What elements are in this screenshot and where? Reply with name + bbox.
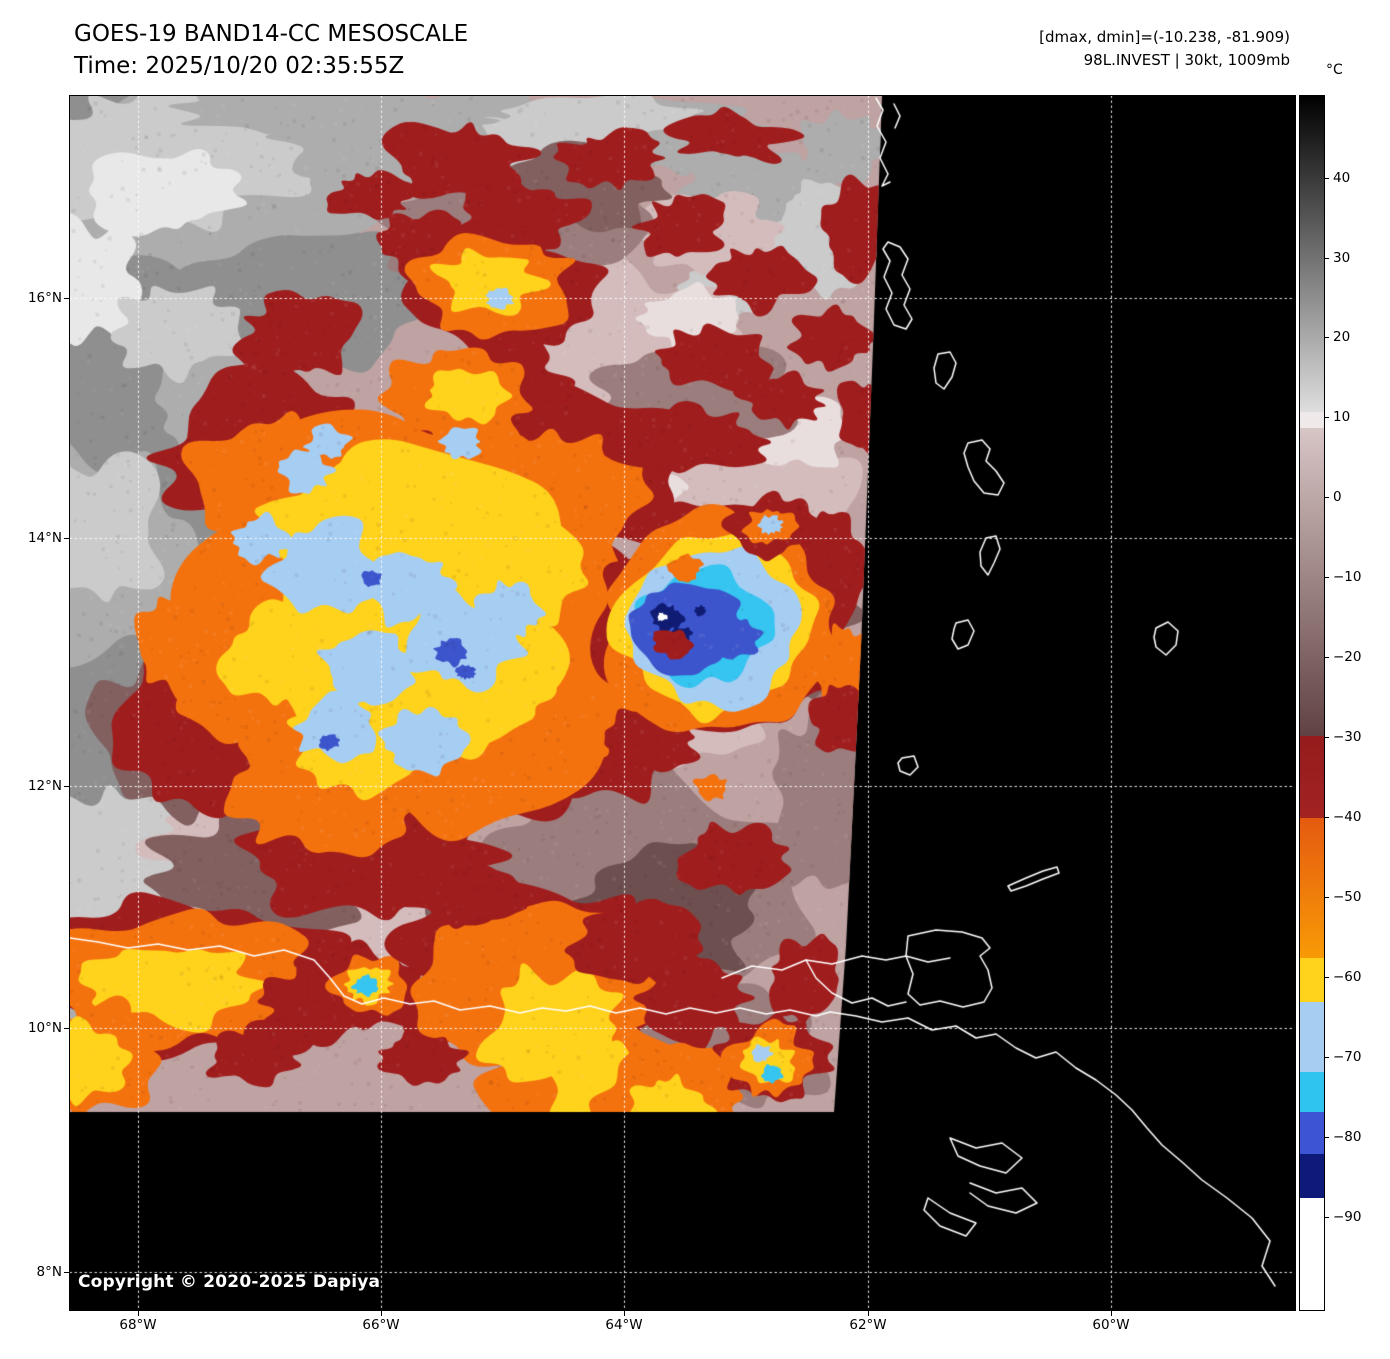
colorbar-tick-mark bbox=[1325, 897, 1329, 898]
colorbar-tick-label: 40 bbox=[1333, 170, 1351, 186]
colorbar-tick-mark bbox=[1325, 417, 1329, 418]
annotation-block: [dmax, dmin]=(-10.238, -81.909) 98L.INVE… bbox=[1039, 26, 1290, 72]
colorbar-tick-mark bbox=[1325, 258, 1329, 259]
lon-tick-mark bbox=[138, 1311, 139, 1316]
lat-axis-label: 14°N bbox=[27, 530, 62, 546]
lon-axis-label: 64°W bbox=[605, 1317, 643, 1333]
colorbar-tick-mark bbox=[1325, 1057, 1329, 1058]
colorbar-tick-label: 10 bbox=[1333, 409, 1351, 425]
colorbar-tick-label: −20 bbox=[1333, 649, 1362, 665]
colorbar-tick-mark bbox=[1325, 1217, 1329, 1218]
lat-axis-label: 16°N bbox=[27, 290, 62, 306]
lon-tick-mark bbox=[381, 1311, 382, 1316]
colorbar-tick-label: −70 bbox=[1333, 1049, 1362, 1065]
satellite-image-canvas bbox=[70, 96, 1295, 1310]
lon-axis-label: 60°W bbox=[1092, 1317, 1130, 1333]
colorbar-tick-label: −50 bbox=[1333, 889, 1362, 905]
lon-axis-label: 66°W bbox=[362, 1317, 400, 1333]
lat-axis-label: 12°N bbox=[27, 778, 62, 794]
colorbar-tick-label: −30 bbox=[1333, 729, 1362, 745]
colorbar-tick-mark bbox=[1325, 1137, 1329, 1138]
colorbar-tick-label: −90 bbox=[1333, 1209, 1362, 1225]
lat-tick-mark bbox=[64, 786, 69, 787]
lat-tick-mark bbox=[64, 1272, 69, 1273]
colorbar-tick-label: 20 bbox=[1333, 329, 1351, 345]
colorbar-tick-mark bbox=[1325, 737, 1329, 738]
colorbar-tick-label: 30 bbox=[1333, 250, 1351, 266]
map-frame: Copyright © 2020-2025 Dapiya bbox=[69, 95, 1296, 1311]
dmax-dmin-annotation: [dmax, dmin]=(-10.238, -81.909) bbox=[1039, 28, 1290, 46]
colorbar-tick-label: 0 bbox=[1333, 489, 1342, 505]
lat-tick-mark bbox=[64, 538, 69, 539]
colorbar-tick-label: −40 bbox=[1333, 809, 1362, 825]
colorbar-tick-mark bbox=[1325, 497, 1329, 498]
lat-axis-label: 10°N bbox=[27, 1020, 62, 1036]
colorbar-unit-label: °C bbox=[1326, 62, 1343, 78]
lat-tick-mark bbox=[64, 1028, 69, 1029]
lon-tick-mark bbox=[868, 1311, 869, 1316]
colorbar bbox=[1299, 95, 1325, 1311]
colorbar-tick-label: −80 bbox=[1333, 1129, 1362, 1145]
lon-tick-mark bbox=[624, 1311, 625, 1316]
colorbar-tick-label: −10 bbox=[1333, 569, 1362, 585]
lon-tick-mark bbox=[1111, 1311, 1112, 1316]
colorbar-tick-mark bbox=[1325, 337, 1329, 338]
lon-axis-label: 68°W bbox=[119, 1317, 157, 1333]
colorbar-tick-mark bbox=[1325, 178, 1329, 179]
product-title: GOES-19 BAND14-CC MESOSCALE bbox=[74, 21, 469, 47]
colorbar-tick-mark bbox=[1325, 577, 1329, 578]
colorbar-tick-mark bbox=[1325, 817, 1329, 818]
colorbar-tick-mark bbox=[1325, 657, 1329, 658]
timestamp: Time: 2025/10/20 02:35:55Z bbox=[74, 53, 405, 79]
lat-axis-label: 8°N bbox=[36, 1264, 62, 1280]
lat-tick-mark bbox=[64, 298, 69, 299]
title-block: GOES-19 BAND14-CC MESOSCALE Time: 2025/1… bbox=[74, 18, 468, 82]
lon-axis-label: 62°W bbox=[849, 1317, 887, 1333]
copyright-label: Copyright © 2020-2025 Dapiya bbox=[78, 1272, 381, 1292]
colorbar-tick-label: −60 bbox=[1333, 969, 1362, 985]
storm-annotation: 98L.INVEST | 30kt, 1009mb bbox=[1083, 51, 1290, 69]
colorbar-tick-mark bbox=[1325, 977, 1329, 978]
